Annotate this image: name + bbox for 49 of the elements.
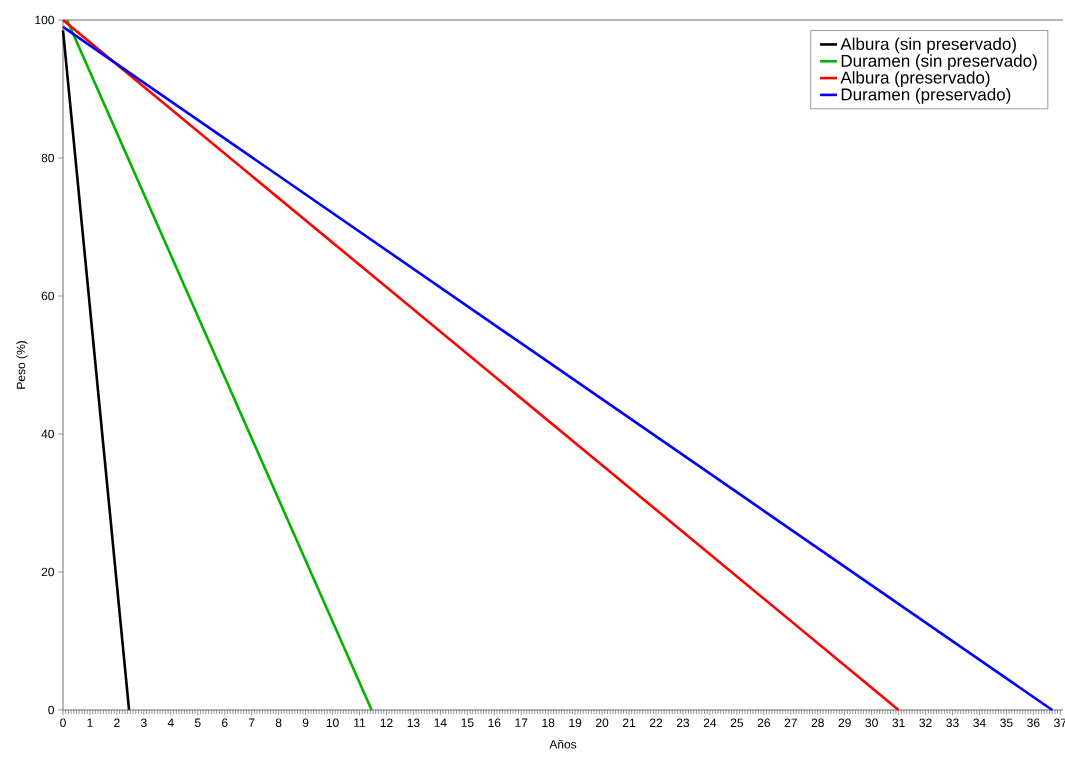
x-tick-label: 27 xyxy=(784,718,797,727)
y-axis-title: Peso (%) xyxy=(16,341,28,389)
legend-label: Duramen (preservado) xyxy=(841,88,1011,104)
legend-label: Albura (sin preservado) xyxy=(840,37,1016,54)
x-tick-label: 22 xyxy=(649,718,663,727)
x-tick-label: 23 xyxy=(676,718,690,728)
x-tick-label: 2 xyxy=(114,718,120,727)
x-tick-label: 36 xyxy=(1027,718,1040,728)
x-tick-label: 26 xyxy=(757,718,770,728)
x-tick-label: 0 xyxy=(60,718,66,728)
y-tick-label: 100 xyxy=(35,15,55,25)
y-tick-label: 40 xyxy=(41,429,55,439)
x-tick-label: 3 xyxy=(140,718,147,728)
x-tick-label: 24 xyxy=(703,718,717,727)
x-tick-label: 25 xyxy=(730,718,744,728)
y-tick-label: 0 xyxy=(48,705,55,715)
legend-label: Duramen (sin preservado) xyxy=(841,54,1037,71)
x-tick-label: 28 xyxy=(811,718,824,728)
x-tick-label: 1 xyxy=(87,718,93,727)
x-tick-label: 35 xyxy=(1000,718,1013,728)
x-tick-label: 11 xyxy=(354,718,366,727)
x-tick-label: 7 xyxy=(248,718,255,727)
x-tick-label: 20 xyxy=(596,718,609,728)
x-tick-label: 12 xyxy=(380,718,393,727)
x-axis-title: Años xyxy=(549,739,577,749)
x-tick-label: 8 xyxy=(275,718,282,728)
legend-label: Albura (preservado) xyxy=(840,71,990,88)
y-tick-label: 80 xyxy=(41,153,55,163)
x-tick-label: 29 xyxy=(838,718,851,728)
x-tick-label: 6 xyxy=(222,718,228,728)
x-tick-label: 21 xyxy=(622,718,636,727)
x-tick-label: 30 xyxy=(865,718,878,728)
y-tick-label: 60 xyxy=(41,291,55,301)
x-tick-label: 4 xyxy=(167,718,174,727)
x-tick-label: 14 xyxy=(434,718,447,727)
x-tick-label: 33 xyxy=(946,718,959,728)
x-tick-label: 13 xyxy=(407,718,420,728)
x-tick-label: 32 xyxy=(919,718,932,728)
x-tick-label: 19 xyxy=(569,718,582,728)
x-tick-label: 15 xyxy=(461,718,474,727)
x-tick-label: 31 xyxy=(892,718,905,728)
x-tick-label: 16 xyxy=(488,718,501,728)
x-tick-label: 9 xyxy=(302,718,309,728)
x-tick-label: 34 xyxy=(973,718,986,728)
x-tick-label: 10 xyxy=(326,718,339,728)
x-tick-label: 5 xyxy=(194,718,201,727)
x-tick-label: 18 xyxy=(542,718,555,728)
x-tick-label: 17 xyxy=(515,718,528,727)
y-tick-label: 20 xyxy=(41,567,55,577)
